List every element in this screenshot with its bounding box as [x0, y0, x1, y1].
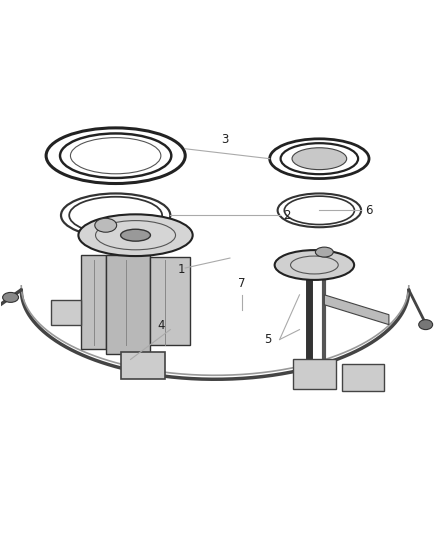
- Ellipse shape: [78, 214, 193, 256]
- Text: 7: 7: [238, 277, 246, 290]
- Polygon shape: [106, 255, 150, 354]
- Text: 2: 2: [283, 209, 291, 222]
- Text: 6: 6: [365, 204, 373, 217]
- Polygon shape: [120, 352, 165, 379]
- Polygon shape: [81, 255, 106, 350]
- Ellipse shape: [95, 219, 117, 232]
- Polygon shape: [324, 295, 389, 325]
- Polygon shape: [293, 359, 336, 389]
- Ellipse shape: [292, 148, 347, 169]
- Text: 1: 1: [178, 263, 185, 277]
- Polygon shape: [51, 300, 81, 325]
- Ellipse shape: [315, 247, 333, 257]
- Text: 3: 3: [221, 133, 229, 146]
- Polygon shape: [150, 257, 190, 344]
- Text: 5: 5: [264, 333, 272, 346]
- Text: 4: 4: [158, 319, 165, 332]
- Ellipse shape: [3, 293, 18, 302]
- Ellipse shape: [275, 250, 354, 280]
- Polygon shape: [342, 365, 384, 391]
- Ellipse shape: [419, 320, 433, 329]
- Ellipse shape: [120, 229, 150, 241]
